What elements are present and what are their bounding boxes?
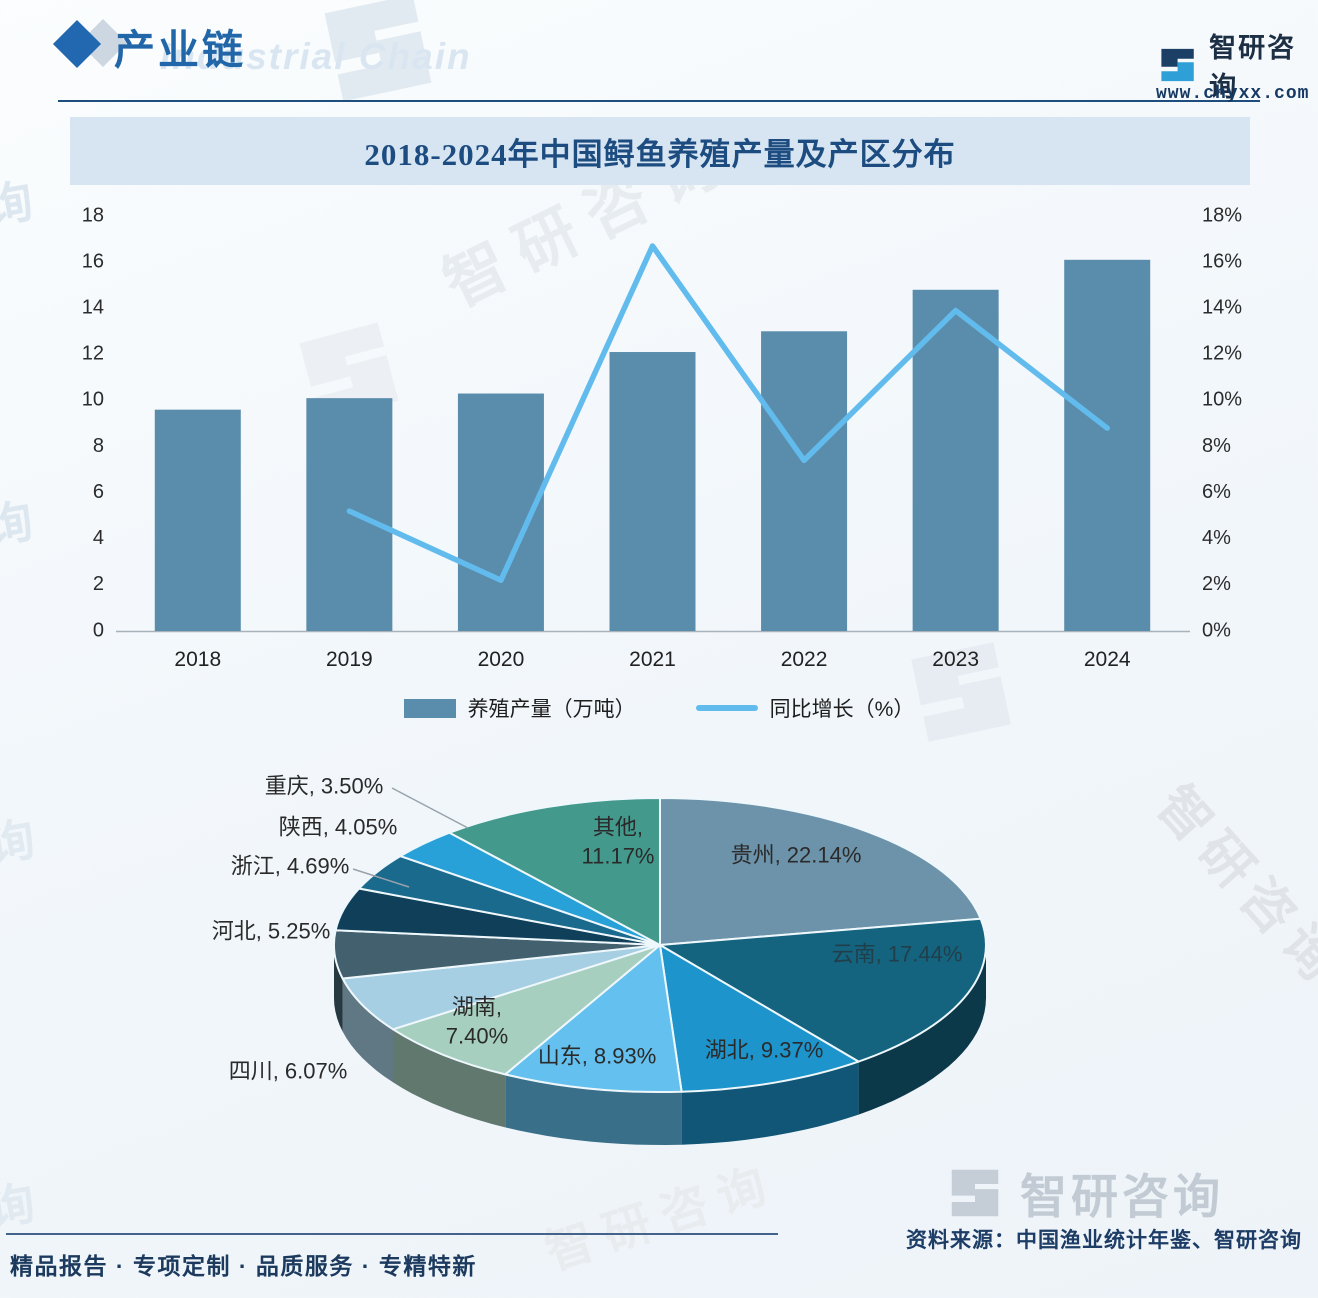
pie-slice-山东 [504, 944, 683, 1093]
pie-side-湖南 [393, 1029, 506, 1128]
footer-slogan: 精品报告 · 专项定制 · 品质服务 · 专精特新 [10, 1253, 477, 1279]
left-axis-tick: 12 [82, 343, 104, 365]
right-axis-tick: 18% [1202, 204, 1242, 226]
bar-2023 [912, 289, 999, 631]
left-axis-tick: 8 [93, 435, 104, 457]
chart-legend: 养殖产量（万吨） 同比增长（%） [0, 693, 1318, 723]
pie-slice-湖北 [659, 944, 860, 1093]
data-source: 资料来源：中国渔业统计年鉴、智研咨询 [906, 1229, 1302, 1252]
bar-2018 [154, 409, 241, 631]
leader-line [391, 787, 469, 829]
pie-slice-其他 [448, 796, 661, 946]
x-axis-label: 2020 [478, 648, 525, 671]
right-axis-tick: 10% [1202, 389, 1242, 411]
header-divider [58, 100, 1260, 102]
right-axis-tick: 16% [1202, 250, 1242, 272]
bar-2024 [1064, 259, 1151, 631]
bar-series-swatch [403, 698, 456, 718]
pie-slice-四川 [341, 944, 661, 1031]
pie-slice-云南 [659, 917, 987, 1063]
right-axis-tick: 14% [1202, 297, 1242, 319]
pie-side-云南 [858, 945, 986, 1115]
legend-item-growth: 同比增长（%） [695, 693, 915, 723]
bar-2021 [609, 352, 696, 631]
region-pie-chart [333, 787, 987, 1145]
right-axis-tick: 12% [1202, 343, 1242, 365]
left-axis-tick: 4 [93, 527, 104, 549]
line-series-swatch [695, 705, 758, 711]
production-combo-chart: 0 2 4 6 8 10 12 14 16 18 0% 2% 4% 6% 8% 10% 12% 14% 16% 18%… [82, 204, 1242, 671]
left-axis-tick: 14 [82, 297, 104, 319]
pie-side-河北 [334, 945, 343, 1032]
chart-title: 2018-2024年中国鲟鱼养殖产量及产区分布 [364, 136, 956, 172]
left-axis-tick: 16 [82, 250, 104, 272]
right-axis-tick: 0% [1202, 619, 1231, 641]
left-axis-tick: 18 [82, 204, 104, 226]
legend-label-production: 养殖产量（万吨） [467, 698, 636, 721]
left-axis-tick: 10 [82, 389, 104, 411]
left-axis-tick: 6 [93, 481, 104, 503]
x-axis-label: 2024 [1084, 648, 1131, 671]
footer-divider [6, 1233, 778, 1235]
right-axis-tick: 8% [1202, 435, 1231, 457]
right-axis-tick: 4% [1202, 527, 1231, 549]
x-axis-label: 2022 [781, 648, 828, 671]
brand-website: www.chyxx.com [1156, 84, 1310, 104]
bar-2019 [306, 398, 393, 631]
x-axis-label: 2023 [932, 648, 979, 671]
brand-name: 智研咨询 [1209, 33, 1297, 102]
left-axis-tick: 0 [93, 619, 104, 641]
pie-side-湖北 [681, 1061, 859, 1145]
footer-brand-watermark: 智研咨询 [944, 1158, 1224, 1227]
pie-side-四川 [342, 978, 393, 1083]
x-axis-label: 2021 [629, 648, 676, 671]
x-axis-label: 2018 [174, 648, 221, 671]
growth-line [346, 243, 1110, 584]
brand-watermark-text: 智研咨询 [1020, 1170, 1224, 1223]
legend-item-production: 养殖产量（万吨） [403, 693, 636, 723]
title-banner: 2018-2024年中国鲟鱼养殖产量及产区分布 [70, 117, 1250, 185]
right-axis-tick: 6% [1202, 481, 1231, 503]
bar-2022 [761, 331, 848, 631]
legend-label-growth: 同比增长（%） [769, 698, 915, 721]
leader-line [352, 868, 410, 888]
left-axis-tick: 2 [93, 573, 104, 595]
brand-logo-icon [1156, 42, 1199, 88]
brand-logo: 智研咨询 [1156, 26, 1318, 104]
pie-slice-贵州 [659, 797, 982, 946]
x-axis-label: 2019 [326, 648, 373, 671]
right-axis-tick: 2% [1202, 573, 1231, 595]
section-title: 产业链 [114, 27, 246, 73]
pie-slice-湖南 [392, 944, 661, 1076]
